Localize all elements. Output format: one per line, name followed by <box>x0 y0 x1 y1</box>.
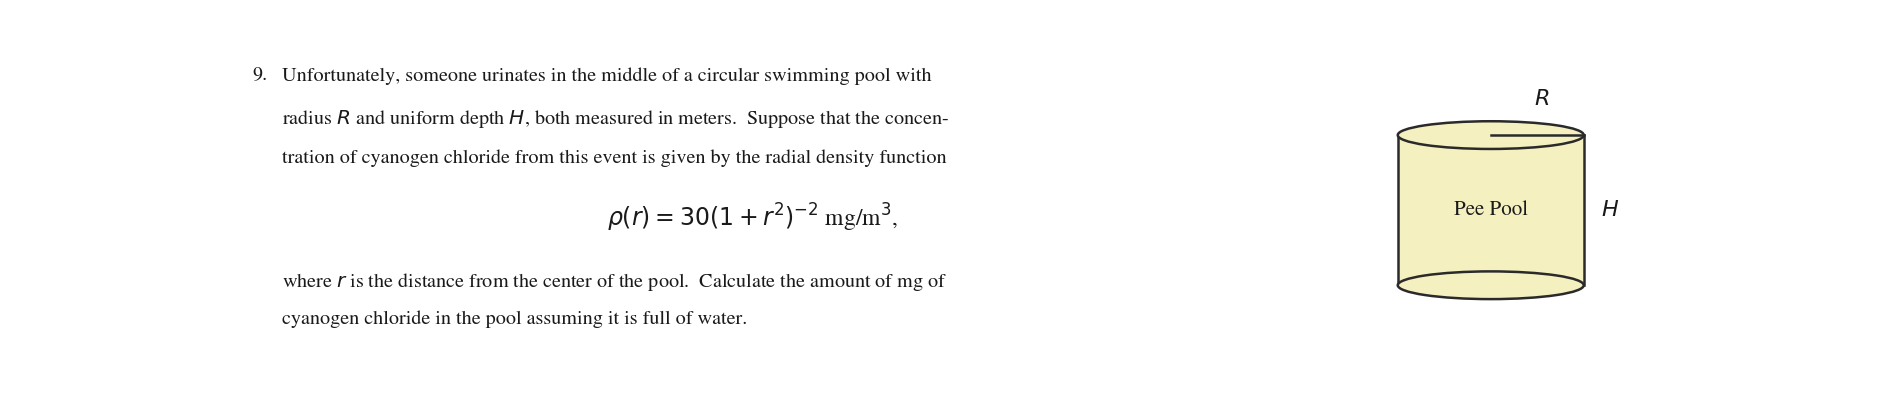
Text: Unfortunately, someone urinates in the middle of a circular swimming pool with: Unfortunately, someone urinates in the m… <box>282 67 932 85</box>
Text: 9.: 9. <box>252 67 267 84</box>
Bar <box>1398 135 1585 285</box>
Text: $R$: $R$ <box>1534 89 1549 110</box>
Text: $\rho(r) = 30(1 + r^2)^{-2}$ mg/m$^3$,: $\rho(r) = 30(1 + r^2)^{-2}$ mg/m$^3$, <box>608 202 898 234</box>
Ellipse shape <box>1398 271 1585 299</box>
Text: radius $R$ and uniform depth $H$, both measured in meters.  Suppose that the con: radius $R$ and uniform depth $H$, both m… <box>282 108 949 130</box>
Text: where $r$ is the distance from the center of the pool.  Calculate the amount of : where $r$ is the distance from the cente… <box>282 271 947 294</box>
Text: tration of cyanogen chloride from this event is given by the radial density func: tration of cyanogen chloride from this e… <box>282 149 947 167</box>
Ellipse shape <box>1398 121 1585 149</box>
Text: cyanogen chloride in the pool assuming it is full of water.: cyanogen chloride in the pool assuming i… <box>282 310 747 328</box>
Text: Pee Pool: Pee Pool <box>1453 200 1528 220</box>
Text: $H$: $H$ <box>1602 200 1619 221</box>
